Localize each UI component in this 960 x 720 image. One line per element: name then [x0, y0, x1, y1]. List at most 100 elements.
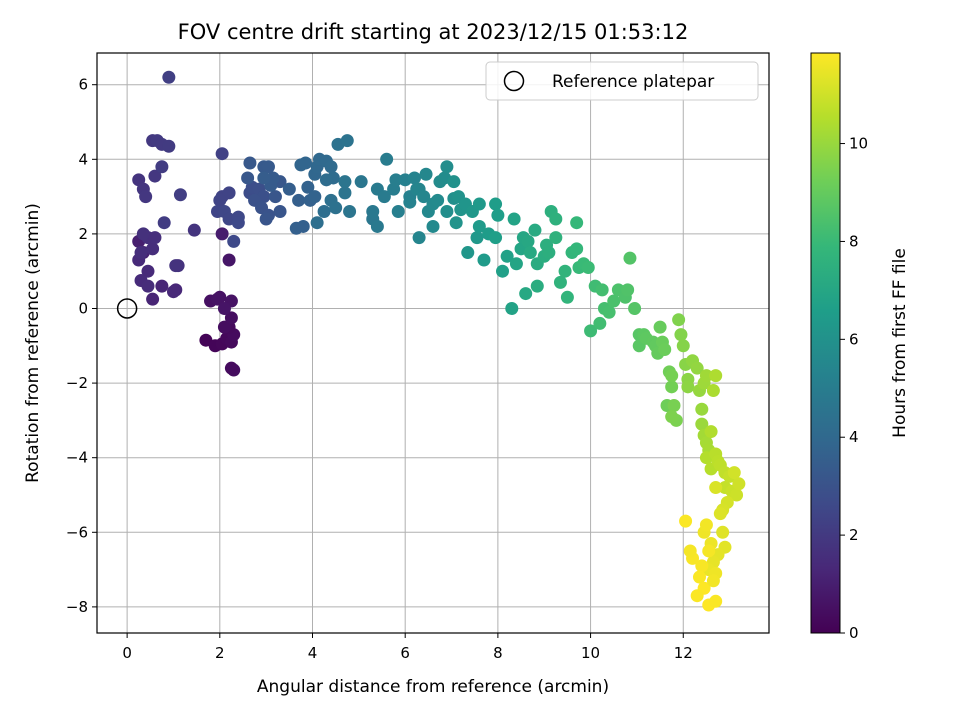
data-point — [549, 212, 563, 226]
data-point — [224, 361, 238, 375]
data-point — [148, 231, 162, 245]
data-point — [391, 205, 405, 219]
data-point — [507, 212, 521, 226]
data-point — [491, 208, 505, 222]
grid-lines — [97, 53, 769, 633]
data-point — [146, 292, 160, 306]
x-tick-label: 10 — [581, 644, 600, 662]
data-point — [672, 313, 686, 327]
colorbar-tick-label: 6 — [849, 330, 859, 348]
data-point — [496, 264, 510, 278]
data-point — [665, 380, 679, 394]
data-point — [213, 193, 227, 207]
legend-marker-icon — [503, 70, 525, 92]
data-point — [324, 160, 338, 174]
data-point — [699, 518, 713, 532]
data-point — [665, 410, 679, 424]
data-point — [593, 316, 607, 330]
data-point — [519, 287, 533, 301]
data-point — [231, 216, 245, 230]
data-point — [730, 488, 744, 502]
data-point — [217, 301, 231, 315]
data-point — [558, 264, 572, 278]
y-tick-label: 4 — [78, 150, 88, 168]
legend-box — [485, 61, 759, 101]
data-point — [338, 175, 352, 189]
data-point — [146, 242, 160, 256]
y-tick-label: 2 — [78, 225, 88, 243]
colorbar-tick-label: 8 — [849, 232, 859, 250]
data-point — [215, 227, 229, 241]
data-point — [570, 242, 584, 256]
data-point — [709, 369, 723, 383]
data-point — [440, 160, 454, 174]
data-point — [521, 234, 535, 248]
data-point — [667, 398, 681, 412]
data-point — [141, 264, 155, 278]
data-point — [695, 559, 709, 573]
data-point — [470, 231, 484, 245]
data-point — [477, 253, 491, 267]
data-point — [542, 246, 556, 260]
data-point — [227, 234, 241, 248]
x-tick-label: 0 — [122, 644, 132, 662]
y-tick-label: 0 — [78, 299, 88, 317]
data-point — [727, 466, 741, 480]
data-point — [259, 212, 273, 226]
y-tick-label: −8 — [66, 598, 88, 616]
data-point — [243, 156, 257, 170]
data-point — [431, 193, 445, 207]
data-point — [607, 294, 621, 308]
data-point — [489, 197, 503, 211]
data-point — [282, 182, 296, 196]
data-point — [173, 188, 187, 202]
x-tick-label: 8 — [493, 644, 503, 662]
data-point — [354, 175, 368, 189]
data-point — [560, 290, 574, 304]
data-point — [509, 257, 523, 271]
data-point — [505, 301, 519, 315]
data-point — [692, 570, 706, 584]
data-point — [706, 574, 720, 588]
x-tick-label: 6 — [400, 644, 410, 662]
data-point — [407, 171, 421, 185]
data-point — [523, 246, 537, 260]
data-point — [706, 384, 720, 398]
data-point — [370, 219, 384, 233]
data-point — [380, 152, 394, 166]
data-point — [343, 205, 357, 219]
y-tick-label: 6 — [78, 76, 88, 94]
data-point — [266, 171, 280, 185]
colorbar-tick-label: 2 — [849, 526, 859, 544]
data-point — [338, 186, 352, 200]
y-axis-ticks: −8 −6 −4 −2 0 2 4 6 — [66, 76, 97, 616]
data-points — [132, 70, 746, 612]
data-point — [417, 190, 431, 204]
data-point — [704, 425, 718, 439]
legend-entry: Reference platepar — [552, 72, 714, 92]
data-point — [461, 246, 475, 260]
data-point — [340, 134, 354, 148]
data-point — [389, 173, 403, 187]
x-axis-ticks: 0 2 4 6 8 10 12 — [122, 633, 693, 662]
data-point — [308, 190, 322, 204]
plot-frame — [96, 52, 770, 634]
data-point — [136, 227, 150, 241]
data-point — [709, 594, 723, 608]
data-point — [329, 201, 343, 215]
data-point — [732, 477, 746, 491]
data-point — [690, 589, 704, 603]
data-point — [157, 216, 171, 230]
data-point — [426, 219, 440, 233]
x-tick-label: 12 — [674, 644, 693, 662]
data-point — [447, 175, 461, 189]
data-point — [268, 190, 282, 204]
x-tick-label: 2 — [215, 644, 225, 662]
y-axis-label: Rotation from reference (arcmin) — [23, 203, 43, 483]
data-point — [261, 160, 275, 174]
data-point — [472, 219, 486, 233]
legend: Reference platepar — [485, 61, 759, 101]
chart-title: FOV centre drift starting at 2023/12/15 … — [178, 20, 689, 44]
y-tick-label: −6 — [66, 523, 88, 541]
data-point — [595, 283, 609, 297]
